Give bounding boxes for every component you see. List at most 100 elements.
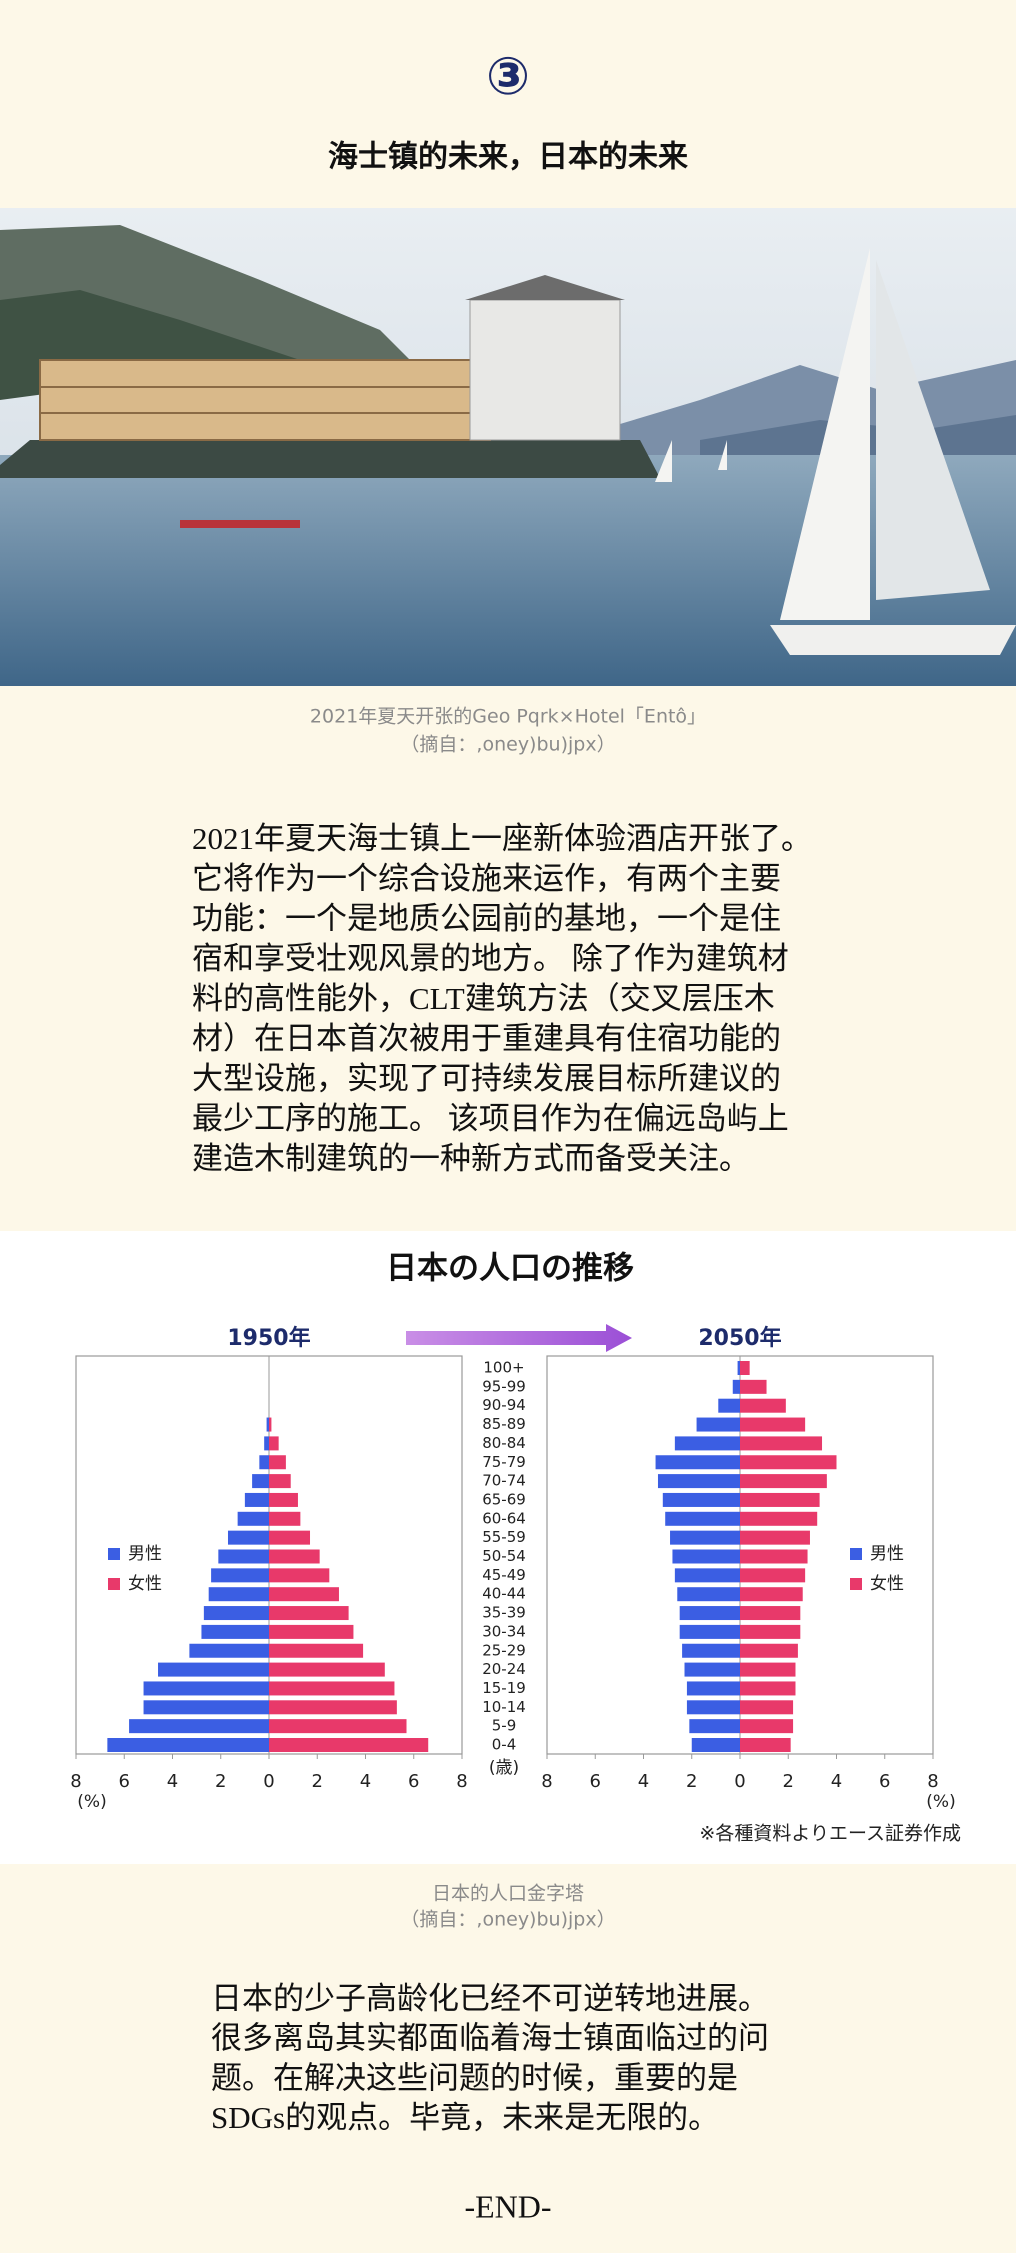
bar <box>269 1549 320 1564</box>
bar <box>740 1511 818 1526</box>
bar <box>682 1643 740 1658</box>
age-label: 85-89 <box>482 1415 526 1433</box>
bar <box>259 1455 269 1470</box>
photo-caption: （摘自：,oney)bu)jpx） <box>400 734 615 756</box>
paragraph-line: 日本的少子高龄化已经不可逆转地进展。 <box>211 1981 769 2016</box>
bar <box>655 1455 740 1470</box>
bar <box>740 1719 794 1734</box>
bar <box>737 1361 740 1375</box>
paragraph: 日本的少子高龄化已经不可逆转地进展。很多离岛其实都面临着海士镇面临过的问题。在解… <box>211 1981 769 2135</box>
paragraph-line: 最少工序的施工。 该项目作为在偏远岛屿上 <box>192 1101 789 1136</box>
bar <box>740 1624 801 1639</box>
bar <box>740 1738 791 1752</box>
age-label: 75-79 <box>482 1453 526 1471</box>
x-tick-label: 6 <box>119 1771 130 1792</box>
bar <box>740 1398 786 1413</box>
bar <box>269 1530 311 1545</box>
age-label: 35-39 <box>482 1604 526 1622</box>
bar <box>269 1587 339 1602</box>
bar <box>269 1681 395 1696</box>
section-title: 海士镇的未来，日本的未来 <box>328 140 688 175</box>
bar <box>740 1455 837 1470</box>
bar <box>679 1606 740 1621</box>
figure-note: ※各種資料よりエース証券作成 <box>699 1823 961 1845</box>
x-tick-label: 2 <box>215 1771 226 1792</box>
bar <box>740 1436 823 1451</box>
bar <box>269 1624 354 1639</box>
population-pyramid: 0-45-910-1415-1920-2425-2930-3435-3940-4… <box>70 1325 955 1812</box>
x-tick-label: 4 <box>638 1771 649 1792</box>
bar <box>677 1587 740 1602</box>
age-label: 0-4 <box>492 1736 517 1754</box>
bar <box>269 1511 301 1526</box>
age-label: 50-54 <box>482 1547 526 1565</box>
bar <box>740 1662 796 1677</box>
bar <box>686 1681 740 1696</box>
paragraph-line: SDGs的观点。毕竟，未来是无限的。 <box>211 2100 719 2135</box>
x-tick-label: 0 <box>734 1771 745 1792</box>
bar <box>269 1700 397 1715</box>
bar <box>269 1455 286 1470</box>
figure-caption: 日本的人口金字塔 <box>432 1883 584 1905</box>
bar <box>269 1662 385 1677</box>
bar <box>244 1492 269 1507</box>
bar <box>269 1436 279 1451</box>
bar <box>674 1436 740 1451</box>
bar <box>218 1549 269 1564</box>
bar <box>740 1681 796 1696</box>
bar <box>672 1549 740 1564</box>
paragraph-line: 题。在解决这些问题的时候，重要的是 <box>211 2060 738 2095</box>
bar <box>662 1492 740 1507</box>
photo-caption: 2021年夏天开张的Geo Pqrk×Hotel「Entô」 <box>310 706 706 728</box>
bar <box>158 1662 269 1677</box>
legend-swatch <box>850 1578 862 1590</box>
bar <box>674 1568 740 1583</box>
bar <box>189 1643 269 1658</box>
legend-label: 女性 <box>128 1574 162 1594</box>
x-tick-label: 0 <box>263 1771 274 1792</box>
legend-label: 男性 <box>870 1544 904 1564</box>
figure-title: 日本の人口の推移 <box>386 1251 634 1287</box>
age-label: 45-49 <box>482 1566 526 1584</box>
x-axis-unit: (%) <box>926 1792 955 1812</box>
age-label: 100+ <box>483 1359 524 1377</box>
bar <box>684 1662 740 1677</box>
bar <box>740 1587 803 1602</box>
panel-title: 2050年 <box>698 1325 781 1351</box>
bar <box>269 1568 330 1583</box>
bar <box>718 1398 740 1413</box>
arrow <box>406 1324 632 1352</box>
bar <box>740 1530 810 1545</box>
age-label: 25-29 <box>482 1641 526 1659</box>
bar <box>269 1738 429 1752</box>
x-tick-label: 4 <box>360 1771 371 1792</box>
x-tick-label: 6 <box>879 1771 890 1792</box>
bar <box>264 1436 269 1451</box>
bar <box>201 1624 269 1639</box>
bar <box>107 1738 269 1752</box>
age-label: 70-74 <box>482 1472 526 1490</box>
bar <box>665 1511 740 1526</box>
hotel-photo <box>0 208 1016 686</box>
legend-swatch <box>108 1548 120 1560</box>
x-tick-label: 8 <box>927 1771 938 1792</box>
x-tick-label: 2 <box>686 1771 697 1792</box>
bar <box>237 1511 269 1526</box>
paragraph-line: 材）在日本首次被用于重建具有住宿功能的 <box>192 1021 781 1056</box>
age-label: 10-14 <box>482 1698 526 1716</box>
age-label: 15-19 <box>482 1679 526 1697</box>
bar <box>269 1643 364 1658</box>
paragraph-line: 大型设施，实现了可持续发展目标所建议的 <box>192 1061 781 1096</box>
paragraph-line: 2021年夏天海士镇上一座新体验酒店开张了。 <box>192 821 812 856</box>
bar <box>269 1719 407 1734</box>
bar <box>143 1681 269 1696</box>
bar <box>740 1606 801 1621</box>
bar <box>740 1417 806 1432</box>
age-unit: (歳) <box>489 1758 519 1778</box>
bar <box>670 1530 740 1545</box>
age-label: 5-9 <box>492 1717 517 1735</box>
paragraph-line: 它将作为一个综合设施来运作，有两个主要 <box>192 861 781 896</box>
bar <box>143 1700 269 1715</box>
bar <box>208 1587 269 1602</box>
